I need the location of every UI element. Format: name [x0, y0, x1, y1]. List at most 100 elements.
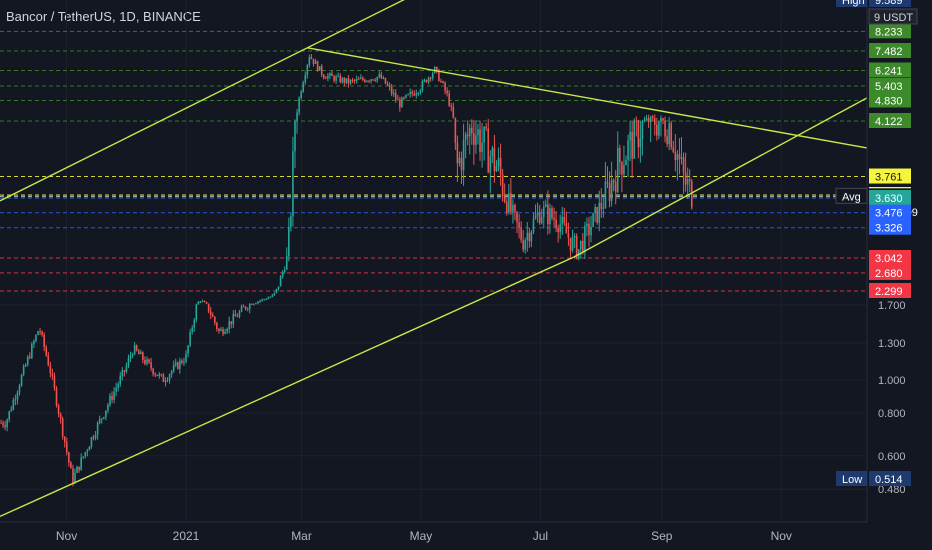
candle-body	[281, 271, 284, 277]
x-tick-label-4: Jul	[533, 529, 548, 543]
candle-body	[236, 316, 239, 318]
candle-body	[542, 206, 545, 217]
tag-box-avg	[835, 187, 868, 204]
candle-body	[686, 179, 689, 185]
candle-body	[579, 240, 582, 250]
candle-body	[349, 79, 352, 84]
candle-body	[156, 374, 159, 377]
candle-body	[164, 380, 167, 382]
candle-body	[298, 97, 300, 113]
candle-body	[201, 301, 204, 303]
candle-body	[436, 66, 438, 71]
candle-body	[57, 405, 60, 414]
candle-body	[199, 301, 202, 303]
candle-body	[253, 303, 255, 305]
candle-body	[43, 334, 45, 347]
candle-body	[690, 181, 693, 208]
candle-body	[672, 147, 675, 152]
candle-body	[135, 345, 138, 351]
candle-body	[394, 93, 397, 100]
candle-body	[401, 97, 403, 108]
candle-body	[35, 334, 37, 342]
candle-body	[549, 208, 551, 225]
price-tag-3	[869, 62, 911, 78]
candle-body	[668, 123, 670, 145]
candle-body	[598, 202, 601, 223]
candle-body	[304, 75, 307, 83]
candle-body	[234, 314, 237, 317]
candle-body	[294, 121, 296, 152]
candle-body	[425, 79, 428, 83]
candle-body	[440, 81, 442, 83]
price-tag-7	[869, 168, 911, 184]
candle-body	[575, 235, 578, 259]
price-tag-label-3: 6.241	[875, 65, 903, 77]
candle-body	[72, 468, 74, 483]
tag-label-avg: Avg	[842, 191, 861, 203]
candle-body	[479, 129, 481, 152]
candle-body	[602, 207, 605, 209]
candle-body	[183, 362, 185, 364]
price-tag-11	[869, 204, 911, 220]
candle-body	[216, 322, 218, 329]
candle-body	[158, 374, 161, 377]
candle-body	[573, 235, 576, 238]
candle-body	[191, 327, 193, 332]
candle-body	[458, 157, 461, 164]
candle-body	[70, 462, 72, 469]
candle-body	[230, 321, 233, 325]
candle-body	[604, 181, 607, 208]
price-tag-label-12: 3.326	[875, 223, 903, 235]
candle-body	[399, 99, 401, 108]
candle-body	[283, 269, 286, 272]
candle-body	[65, 442, 68, 453]
candle-body	[448, 93, 450, 106]
candle-body	[551, 208, 553, 218]
candle-body	[59, 413, 62, 419]
candle-body	[530, 231, 533, 242]
candle-body	[608, 183, 611, 201]
price-tag-label-6: 4.122	[875, 116, 903, 128]
trendline-rising	[573, 97, 868, 258]
tag-box-low	[836, 471, 867, 486]
y-tick-label-4: 0.800	[878, 408, 906, 420]
candle-body	[28, 356, 31, 358]
candle-body	[678, 154, 681, 160]
candle-body	[92, 437, 95, 439]
candle-body	[47, 355, 50, 366]
candle-body	[88, 446, 91, 451]
x-tick-label-6: Nov	[771, 529, 792, 543]
candle-body	[372, 79, 374, 81]
candle-body	[666, 136, 668, 145]
candle-body	[26, 356, 29, 365]
candle-body	[14, 399, 17, 401]
candle-body	[637, 120, 640, 148]
candle-body	[680, 157, 683, 160]
price-tag-label-7: 3.761	[875, 172, 903, 184]
candle-body	[226, 329, 228, 332]
candle-body	[563, 216, 566, 224]
trendline-descending	[307, 47, 868, 149]
candle-body	[639, 138, 642, 148]
candle-body	[222, 329, 224, 334]
candle-body	[688, 179, 691, 182]
candle-body	[514, 204, 516, 212]
price-tag-label-4: 5.403	[875, 81, 903, 93]
candle-body	[584, 226, 586, 253]
candle-body	[197, 301, 200, 305]
candle-body	[491, 147, 494, 157]
candle-body	[619, 148, 621, 163]
price-tag-label-5: 4.830	[875, 95, 903, 107]
currency-badge	[868, 8, 918, 25]
candle-body	[263, 299, 265, 301]
candle-body	[649, 116, 652, 123]
candle-body	[621, 162, 623, 175]
candle-body	[446, 90, 448, 94]
price-tag-label-14: 2.680	[875, 268, 903, 280]
candle-body	[664, 120, 666, 137]
candle-body	[82, 456, 85, 458]
candle-body	[481, 142, 483, 152]
tag-label-low: Low	[842, 474, 862, 486]
candle-body	[658, 121, 660, 136]
